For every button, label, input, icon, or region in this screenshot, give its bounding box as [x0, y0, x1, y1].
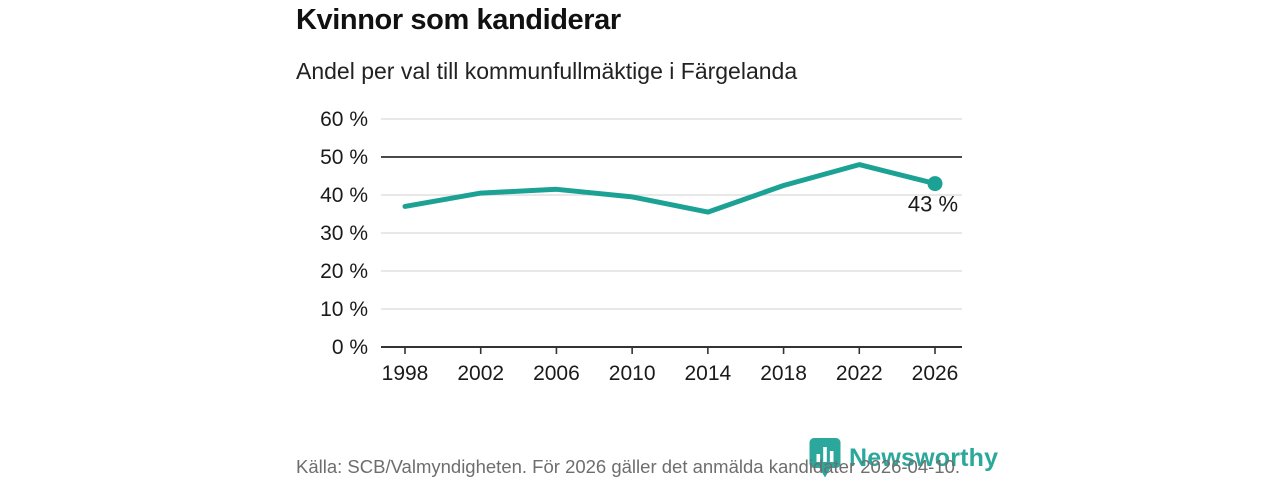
newsworthy-logo: Newsworthy: [808, 437, 998, 479]
y-axis-label: 60 %: [320, 108, 368, 131]
end-point-label: 43 %: [908, 192, 958, 217]
source-note: Källa: SCB/Valmyndigheten. För 2026 gäll…: [296, 456, 961, 477]
chart-title: Kvinnor som kandiderar: [296, 4, 621, 36]
data-line: [402, 162, 938, 215]
x-axis-label: 2014: [684, 362, 731, 385]
x-axis-label: 2022: [836, 362, 883, 385]
x-axis-label: 1998: [382, 362, 429, 385]
end-point-dot: [927, 176, 943, 192]
x-axis-label: 2026: [912, 362, 959, 385]
y-axis-label: 0 %: [332, 336, 368, 359]
newsworthy-wordmark: Newsworthy: [849, 443, 999, 472]
x-axis-label: 2002: [457, 362, 504, 385]
newsworthy-logo-icon: [809, 438, 841, 478]
y-axis-label: 10 %: [320, 298, 368, 321]
chart-subtitle: Andel per val till kommunfullmäktige i F…: [296, 58, 798, 84]
y-axis-label: 20 %: [320, 260, 368, 283]
x-axis-label: 2018: [760, 362, 807, 385]
y-axis-label: 40 %: [320, 184, 368, 207]
x-axis-label: 2010: [609, 362, 656, 385]
y-axis-label: 30 %: [320, 222, 368, 245]
y-axis-label: 50 %: [320, 146, 368, 169]
x-axis-label: 2006: [533, 362, 580, 385]
